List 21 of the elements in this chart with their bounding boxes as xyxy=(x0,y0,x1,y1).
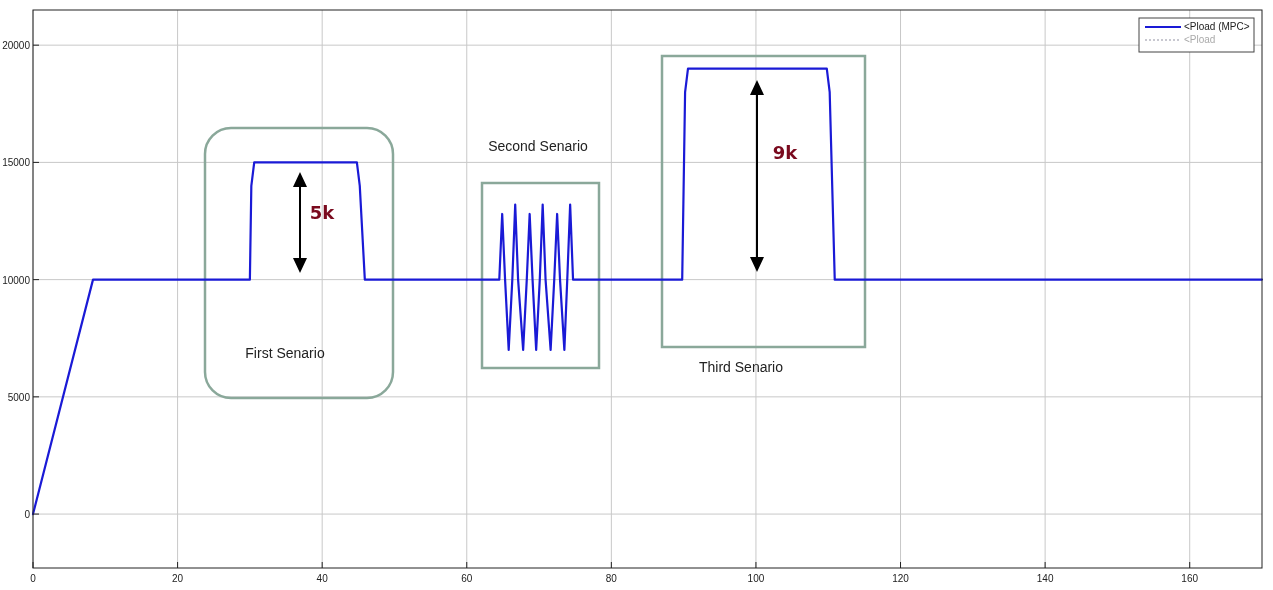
y-tick-label: 0 xyxy=(24,509,31,521)
annotation: Third Senario xyxy=(698,359,784,375)
y-tick-label: 10000 xyxy=(2,274,31,286)
x-tick-label: 120 xyxy=(892,573,910,584)
x-tick-label: 20 xyxy=(172,573,184,584)
annotation: 5k xyxy=(309,202,336,223)
x-tick-label: 140 xyxy=(1036,573,1054,584)
annotation: 9k xyxy=(772,142,799,163)
x-tick-label: 160 xyxy=(1181,573,1199,584)
annotation: First Senario xyxy=(245,345,325,361)
line-series xyxy=(31,67,1264,516)
legend-label: <Pload (MPC> xyxy=(1184,21,1250,32)
y-tick-label: 5000 xyxy=(7,391,31,403)
x-tick-label: 40 xyxy=(316,573,329,584)
x-tick-label: 100 xyxy=(747,573,765,584)
x-tick-label: 60 xyxy=(461,573,473,584)
legend-label: <Pload xyxy=(1184,34,1216,45)
annotation: Second Senario xyxy=(488,138,589,154)
x-tick-label: 80 xyxy=(605,573,618,584)
y-tick-label: 20000 xyxy=(2,40,31,52)
y-tick-label: 15000 xyxy=(2,157,31,169)
